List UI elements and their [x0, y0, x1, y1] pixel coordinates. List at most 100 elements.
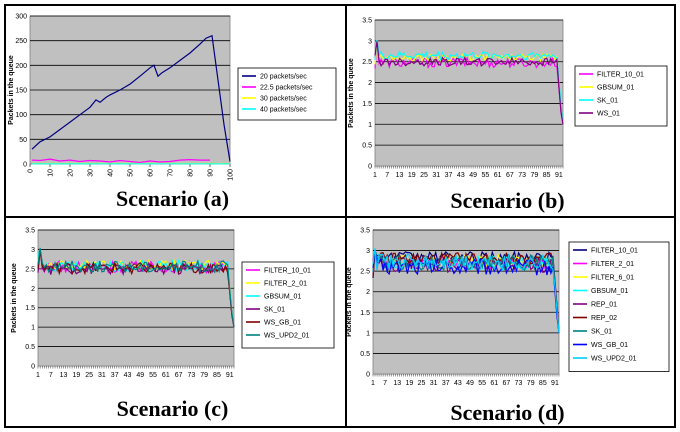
- y-tick-label: 3: [366, 248, 370, 255]
- chart-scenario-d: 0 0.5 1 1.5 2 2.5 3 3.5 Packets in the queue 1 7 13…: [341, 216, 674, 394]
- y-tick-label: 150: [15, 88, 27, 95]
- x-tick-label: 50: [128, 169, 135, 177]
- chart-scenario-c: 0 0.5 1 1.5 2 2.5 3 3.5 Packets in the queue 1 7 13…: [6, 216, 339, 394]
- x-tick-label: 100: [228, 169, 235, 181]
- legend-label: SK_01: [264, 307, 285, 314]
- x-tick-label: 7: [49, 372, 53, 379]
- x-tick-label: 7: [383, 380, 387, 387]
- legend-label: 40 packets/sec: [260, 107, 307, 114]
- x-tick-label: 1: [373, 172, 377, 179]
- x-tick-label: 61: [490, 380, 498, 387]
- legend-label: REP_02: [591, 315, 617, 322]
- x-tick-label: 7: [385, 172, 389, 179]
- y-tick-label: 1: [366, 330, 370, 337]
- y-tick-label: 200: [15, 63, 27, 70]
- x-tick-label: 73: [187, 372, 195, 379]
- x-tick-label: 19: [72, 372, 80, 379]
- y-tick-label: 100: [15, 112, 27, 119]
- legend-label: GBSUM_01: [264, 294, 301, 301]
- caption-scenario-a: Scenario (a): [6, 186, 339, 212]
- y-tick-label: 3: [31, 247, 35, 254]
- y-axis-label: Packets in the queue: [8, 55, 15, 125]
- x-tick-label: 20: [68, 169, 75, 177]
- x-tick-label: 0: [28, 169, 35, 173]
- x-tick-label: 49: [469, 172, 477, 179]
- legend-label: 20 packets/sec: [260, 74, 307, 81]
- y-tick-label: 1: [368, 122, 372, 129]
- y-tick-label: 3.5: [362, 18, 372, 25]
- legend-label: SK_01: [597, 98, 618, 105]
- x-tick-label: 91: [226, 372, 234, 379]
- x-tick-label: 90: [208, 169, 215, 177]
- caption-scenario-c: Scenario (c): [6, 396, 339, 422]
- chart-scenario-a: 0 50 100 150 200 250 300 Packets in the queue 0 1…: [6, 6, 339, 184]
- y-axis-label: Packets in the queue: [348, 58, 355, 128]
- x-tick-label: 60: [148, 169, 155, 177]
- x-tick-label: 85: [543, 172, 551, 179]
- chart-scenario-b: 0 0.5 1 1.5 2 2.5 3 3.5 Packets in the queue 1 7 13…: [341, 6, 674, 184]
- x-tick-label: 37: [442, 380, 450, 387]
- legend-label: FILTER_2_01: [591, 261, 634, 268]
- y-tick-label: 0.5: [360, 351, 370, 358]
- x-tick-label: 67: [175, 372, 183, 379]
- x-tick-label: 25: [85, 372, 93, 379]
- x-tick-label: 25: [420, 172, 428, 179]
- plot-area: [38, 230, 234, 366]
- x-tick-label: 55: [481, 172, 489, 179]
- y-tick-label: 0: [31, 364, 35, 371]
- y-tick-label: 2: [366, 289, 370, 296]
- y-axis-label: Packets in the queue: [11, 263, 18, 333]
- x-tick-label: 67: [506, 172, 514, 179]
- caption-scenario-b: Scenario (b): [341, 188, 674, 214]
- panel-b: 0 0.5 1 1.5 2 2.5 3 3.5 Packets in the queue 1 7 13…: [341, 6, 674, 214]
- x-tick-label: 13: [393, 380, 401, 387]
- x-tick-label: 43: [457, 172, 465, 179]
- y-tick-label: 1.5: [362, 101, 372, 108]
- x-tick-label: 10: [48, 169, 55, 177]
- legend-label: WS_01: [597, 111, 620, 118]
- legend-label: GBSUM_01: [597, 85, 634, 92]
- x-tick-label: 79: [527, 380, 535, 387]
- x-tick-label: 1: [36, 372, 40, 379]
- y-tick-label: 0.5: [25, 344, 35, 351]
- legend-label: 30 packets/sec: [260, 96, 307, 103]
- x-tick-label: 49: [136, 372, 144, 379]
- y-tick-label: 50: [19, 137, 27, 144]
- legend-label: FILTER_6_01: [591, 275, 634, 282]
- x-tick-label: 31: [430, 380, 438, 387]
- x-tick-label: 19: [405, 380, 413, 387]
- x-tick-label: 85: [539, 380, 547, 387]
- x-tick-label: 37: [111, 372, 119, 379]
- x-tick-label: 19: [408, 172, 416, 179]
- y-axis-label: Packets in the queue: [346, 267, 353, 337]
- y-tick-label: 2: [31, 286, 35, 293]
- y-tick-label: 3.5: [25, 228, 35, 235]
- legend-label: WS_GB_01: [264, 320, 301, 327]
- y-tick-label: 250: [15, 38, 27, 45]
- x-tick-label: 67: [503, 380, 511, 387]
- legend-label: FILTER_10_01: [591, 248, 638, 255]
- x-tick-label: 13: [60, 372, 68, 379]
- y-tick-label: 1.5: [360, 310, 370, 317]
- panel-a: 0 50 100 150 200 250 300 Packets in the queue 0 1…: [6, 6, 339, 214]
- legend-label: FILTER_10_01: [597, 72, 644, 79]
- caption-scenario-d: Scenario (d): [341, 400, 674, 426]
- legend-label: GBSUM_01: [591, 288, 628, 295]
- legend-label: REP_01: [591, 302, 617, 309]
- x-tick-label: 85: [213, 372, 221, 379]
- y-tick-label: 3.5: [360, 228, 370, 235]
- x-tick-label: 25: [418, 380, 426, 387]
- legend-label: SK_01: [591, 329, 612, 336]
- y-tick-label: 0: [366, 372, 370, 379]
- y-tick-label: 2: [368, 80, 372, 87]
- legend-label: WS_UPD2_01: [591, 356, 637, 363]
- y-tick-label: 3: [368, 38, 372, 45]
- y-tick-label: 0: [368, 164, 372, 171]
- x-tick-label: 49: [466, 380, 474, 387]
- x-tick-label: 73: [515, 380, 523, 387]
- plot-area: [373, 230, 559, 374]
- x-tick-label: 61: [494, 172, 502, 179]
- legend-label: WS_GB_01: [591, 342, 628, 349]
- x-tick-label: 91: [551, 380, 559, 387]
- legend-label: WS_UPD2_01: [264, 333, 310, 340]
